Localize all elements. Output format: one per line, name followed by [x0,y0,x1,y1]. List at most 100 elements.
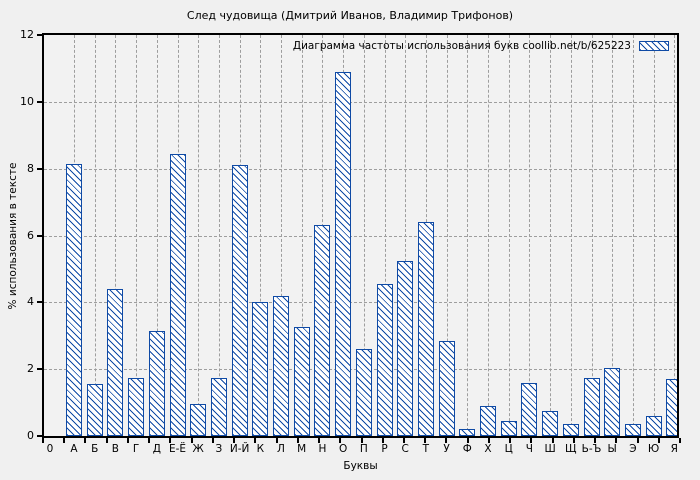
bar-Г [128,377,145,436]
bar-Д [148,330,165,436]
bar-Л [273,295,289,436]
gridline-y-8 [44,168,677,170]
y-tick-mark [37,167,42,170]
bar-Х [480,405,496,436]
gridline-x-20 [467,35,469,436]
gridline-x-30 [674,35,676,436]
chart-title: След чудовища (Дмитрий Иванов, Владимир … [186,9,514,22]
x-tick-label-К: К [256,443,265,455]
gridline-x-29 [653,35,655,436]
x-tick-mark [275,438,278,443]
x-tick-label-А: А [70,443,78,455]
x-tick-mark [360,438,363,443]
x-tick-mark [233,438,236,443]
x-tick-mark [445,438,448,443]
gridline-x-11 [281,35,282,436]
gridline-x-27 [612,35,614,436]
x-tick-mark [211,438,214,443]
x-tick-mark [42,438,44,443]
bar-Ж [190,404,207,436]
bar-К [252,302,269,436]
gridline-x-25 [570,35,572,436]
x-tick-label-Щ: Щ [565,443,577,455]
y-tick-mark [37,368,42,371]
x-tick-label-С: С [401,443,409,455]
y-tick-label-12: 12 [20,28,34,41]
x-tick-mark [381,438,384,443]
x-tick-label-Х: Х [484,443,492,455]
x-tick-mark [63,438,66,443]
x-tick-mark [402,438,405,443]
gridline-x-19 [446,35,448,436]
gridline-x-16 [384,35,386,436]
gridline-x-10 [260,35,262,436]
bar-У [438,340,455,436]
bar-Ц [500,420,517,436]
bar-С [397,260,414,436]
legend-label: Диаграмма частоты использования букв coo… [292,40,631,52]
y-tick-mark [37,234,42,237]
bar-Р [376,283,393,436]
bar-Ь-Ъ [583,377,600,436]
bar-В [107,288,124,436]
x-tick-label-З: З [215,443,223,455]
x-tick-mark [296,438,299,443]
bar-М [293,327,310,436]
gridline-x-12 [301,35,303,436]
y-tick-label-8: 8 [27,161,34,175]
x-tick-mark [530,438,533,443]
bar-О [335,71,352,436]
x-tick-mark [254,438,257,443]
x-tick-label-Б: Б [91,443,99,455]
bar-А [66,163,82,436]
x-tick-mark [487,438,490,443]
gridline-y-4 [44,302,677,304]
y-tick-label-0: 0 [27,429,34,442]
x-tick-label-В: В [111,443,119,455]
legend: Диаграмма частоты использования букв coo… [293,40,669,52]
bar-П [355,349,372,436]
x-tick-label-Ы: Ы [607,443,617,455]
x-tick-label-Ц: Ц [504,443,513,455]
gridline-x-26 [591,35,593,436]
x-tick-mark [169,438,172,443]
x-tick-label-Ш: Ш [544,443,556,455]
x-tick-mark [615,438,618,443]
x-tick-label-Р: Р [381,443,388,455]
x-tick-mark [105,438,108,443]
x-tick-mark [126,438,129,443]
y-tick-label-4: 4 [27,295,34,309]
x-tick-mark [318,438,321,443]
x-tick-mark [594,438,597,443]
gridline-x-22 [508,35,510,436]
x-tick-mark [636,438,639,443]
gridline-x-23 [529,35,531,436]
y-tick-label-2: 2 [27,362,34,376]
x-tick-label-Ф: Ф [462,443,472,455]
x-tick-label-Н: Н [318,443,327,455]
bar-Ы [604,367,621,436]
bar-З [210,377,227,436]
y-tick-mark [37,34,42,36]
x-axis-label: Буквы [343,460,378,472]
x-tick-label-Э: Э [629,443,637,455]
x-tick-label-М: М [297,443,307,455]
bar-Ш [542,410,559,436]
y-tick-mark [37,301,42,304]
x-tick-mark [551,438,554,443]
bar-Н [314,225,331,436]
x-tick-label-Л: Л [277,443,285,455]
gridline-x-7 [198,35,200,436]
x-tick-label-Ь-Ъ: Ь-Ъ [581,443,602,455]
x-tick-label-origin: 0 [46,443,54,455]
bar-Я [666,379,677,436]
x-tick-mark [466,438,469,443]
gridline-x-8 [218,35,220,436]
gridline-x-15 [363,35,365,436]
gridline-x-5 [156,35,158,436]
x-tick-label-И-Й: И-Й [229,443,250,455]
bar-Ч [521,382,538,436]
x-tick-mark [657,438,660,443]
y-tick-label-10: 10 [20,94,34,108]
gridline-x-28 [632,35,634,436]
